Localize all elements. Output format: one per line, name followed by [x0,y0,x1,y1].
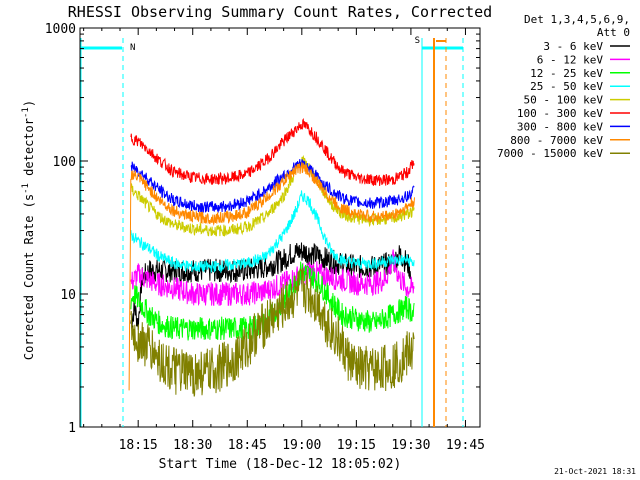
series-line [130,267,415,397]
footer-timestamp: 21-Oct-2021 18:31 [554,467,636,476]
y-tick-label: 100 [53,155,76,170]
marker-lines: NS [80,36,464,427]
legend-header: Det 1,3,4,5,6,9, [524,13,630,26]
x-tick-label: 18:15 [119,438,158,453]
svg-text:Corrected Count Rate (s-1 dete: Corrected Count Rate (s-1 detector-1) [21,100,36,360]
series-line [130,118,415,186]
plot-area: NS 18:15 18:30 18:45 19:00 19:15 19:30 19:4511… [45,22,485,453]
x-tick-label: 19:00 [282,438,321,453]
marker-label: S [415,36,420,46]
series-group [128,118,415,397]
legend-label: 7000 - 15000 keV [497,147,603,160]
y-axis-label: Corrected Count Rate (s-1 detector-1) [21,100,36,360]
legend-label: 6 - 12 keV [537,53,604,66]
series-line [130,154,415,237]
plot-frame [79,27,481,428]
series-line [130,159,415,214]
y-tick-label: 1000 [45,22,76,37]
x-tick-label: 18:45 [228,438,267,453]
legend-label: 50 - 100 keV [524,94,604,107]
legend-label: 3 - 6 keV [543,40,603,53]
observing-bars [81,40,463,50]
chart-title: RHESSI Observing Summary Count Rates, Co… [68,3,492,21]
series-line [128,162,415,391]
legend-header: Att 0 [597,26,630,39]
legend-label: 12 - 25 keV [530,67,603,80]
y-tick-label: 10 [60,288,76,303]
series-line [130,249,415,307]
legend-label: 25 - 50 keV [530,80,603,93]
x-axis-label: Start Time (18-Dec-12 18:05:02) [159,457,402,472]
legend-label: 300 - 800 keV [517,120,603,133]
x-tick-label: 19:15 [337,438,376,453]
legend-label: 800 - 7000 keV [510,134,603,147]
legend-label: 100 - 300 keV [517,107,603,120]
axis-ticks: 18:15 18:30 18:45 19:00 19:15 19:30 19:45 1 10 10… [45,22,485,453]
marker-label: N [130,43,135,53]
x-tick-label: 19:45 [446,438,485,453]
y-tick-label: 1 [68,421,76,436]
x-tick-label: 18:30 [173,438,212,453]
series-line [130,190,415,274]
x-tick-label: 19:30 [391,438,430,453]
